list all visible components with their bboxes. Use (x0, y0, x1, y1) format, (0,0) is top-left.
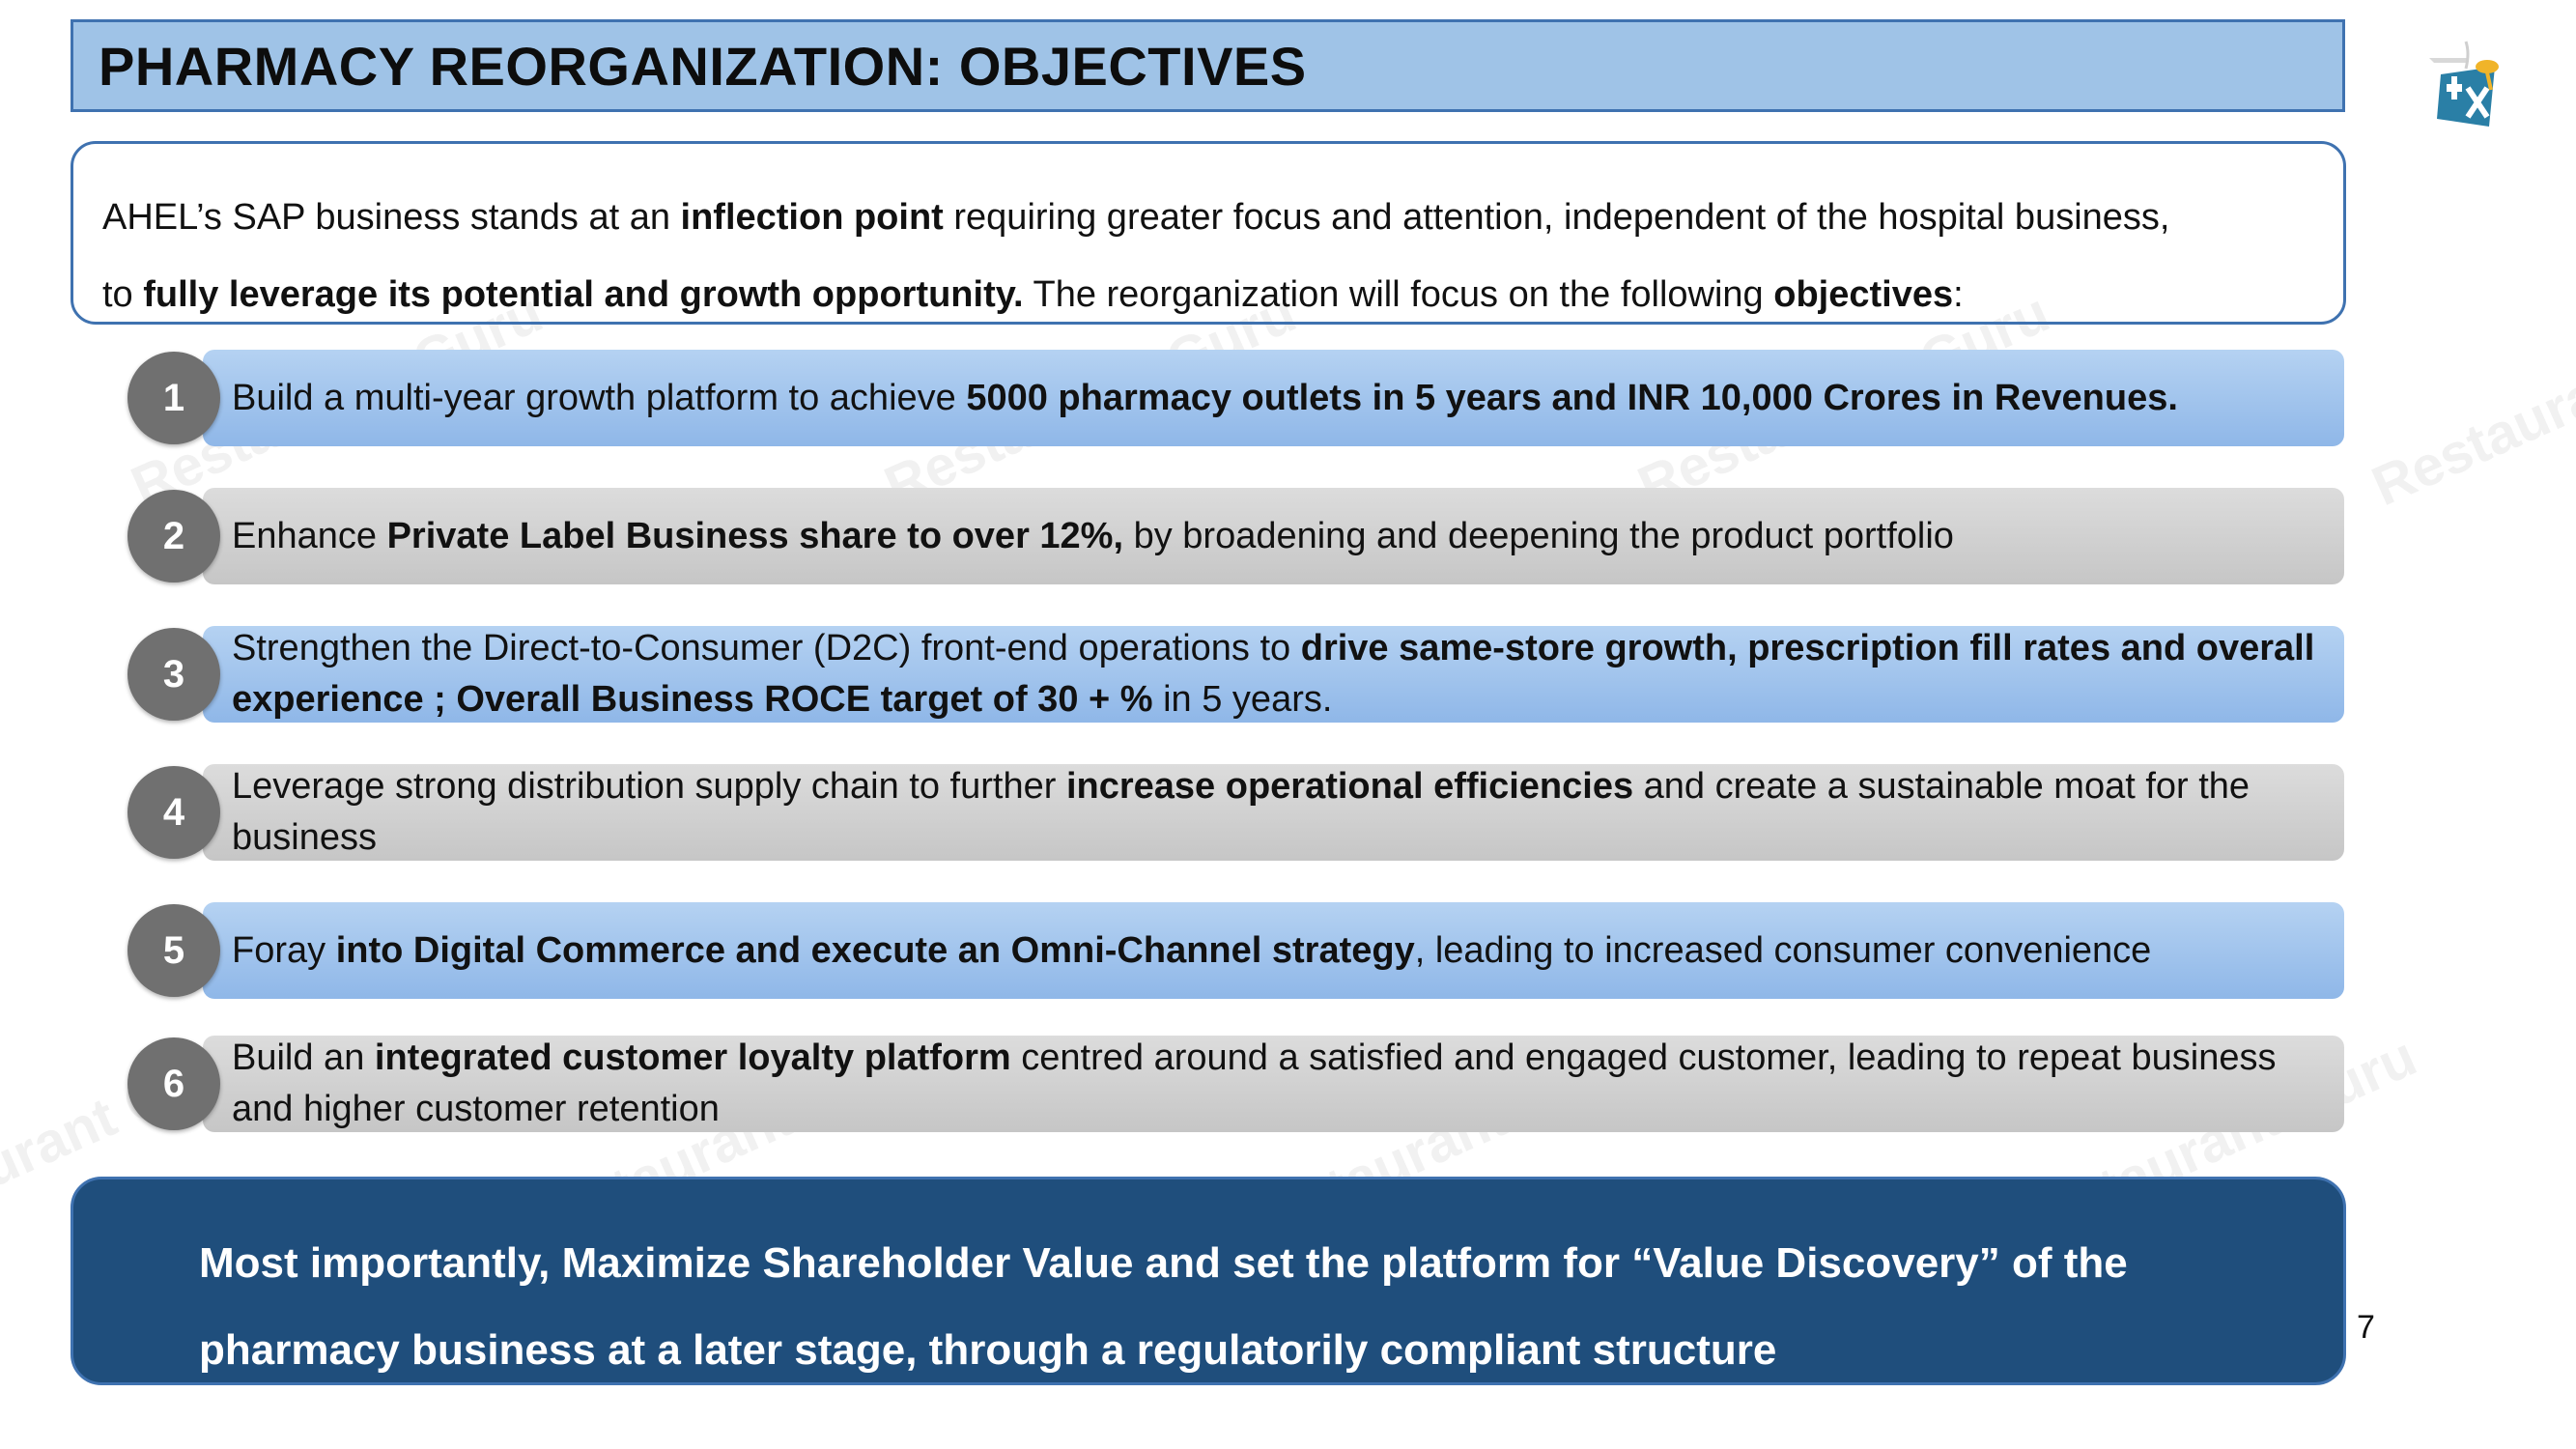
key-message-box: Most importantly, Maximize Shareholder V… (71, 1177, 2346, 1385)
intro-line-2: to fully leverage its potential and grow… (102, 274, 1964, 315)
objective-number-badge: 3 (127, 628, 220, 721)
objective-text: Leverage strong distribution supply chai… (203, 764, 2344, 861)
objective-text: Strengthen the Direct-to-Consumer (D2C) … (203, 626, 2344, 723)
objective-item: 6 Build an integrated customer loyalty p… (126, 1036, 2344, 1132)
watermark: Restaurant Guru (2363, 281, 2576, 519)
objective-text: Build a multi-year growth platform to ac… (203, 350, 2344, 446)
page-title: PHARMACY REORGANIZATION: OBJECTIVES (99, 35, 1307, 97)
key-message-line-2: pharmacy business at a later stage, thro… (199, 1326, 1777, 1374)
objective-item: 1 Build a multi-year growth platform to … (126, 350, 2344, 446)
objective-text: Foray into Digital Commerce and execute … (203, 902, 2344, 999)
objective-number-badge: 2 (127, 490, 220, 582)
intro-box: AHEL’s SAP business stands at an inflect… (71, 141, 2346, 325)
objective-item: 5 Foray into Digital Commerce and execut… (126, 902, 2344, 999)
title-bar: PHARMACY REORGANIZATION: OBJECTIVES (71, 19, 2345, 112)
key-message-line-1: Most importantly, Maximize Shareholder V… (199, 1239, 2128, 1287)
objective-number-badge: 6 (127, 1037, 220, 1130)
company-logo-icon (2410, 34, 2516, 140)
objective-number-badge: 5 (127, 904, 220, 997)
intro-line-1: AHEL’s SAP business stands at an inflect… (102, 197, 2170, 238)
objective-number-badge: 4 (127, 766, 220, 859)
objective-item: 2 Enhance Private Label Business share t… (126, 488, 2344, 584)
objective-text: Enhance Private Label Business share to … (203, 488, 2344, 584)
objective-number-badge: 1 (127, 352, 220, 444)
objective-item: 4 Leverage strong distribution supply ch… (126, 764, 2344, 861)
objective-item: 3 Strengthen the Direct-to-Consumer (D2C… (126, 626, 2344, 723)
objective-text: Build an integrated customer loyalty pla… (203, 1036, 2344, 1132)
page-number: 7 (2357, 1309, 2375, 1346)
